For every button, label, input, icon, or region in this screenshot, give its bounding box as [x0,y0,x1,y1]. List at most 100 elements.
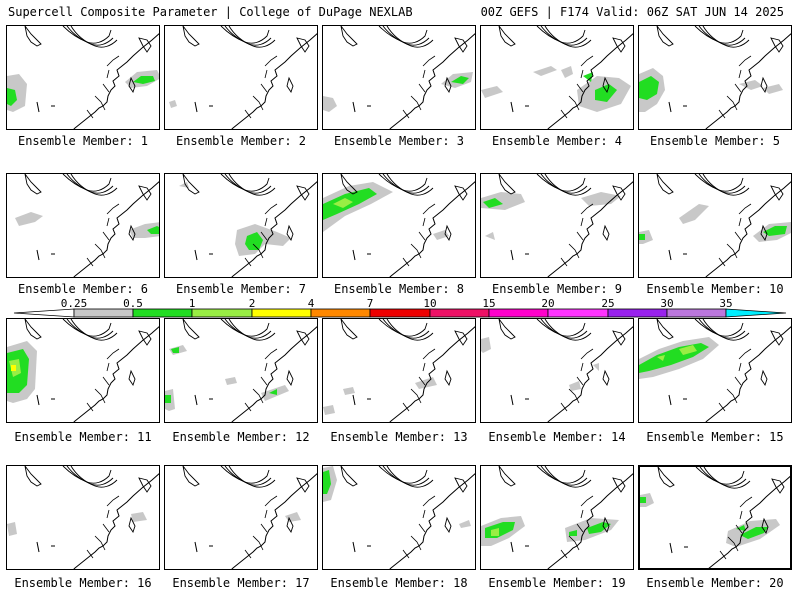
ensemble-member-20-map[interactable] [638,465,792,570]
lake-outline [657,467,675,488]
ensemble-member-label: Ensemble Member: 3 [333,134,465,148]
ensemble-member-1-map[interactable] [6,25,160,130]
lake-outline [444,224,452,242]
lake-outline [602,516,610,534]
lake-outline [220,174,270,192]
lake-outline [536,26,586,44]
inland-feature [669,542,688,554]
ensemble-member-18-map[interactable] [322,465,476,570]
scp-contour-green [483,198,503,208]
ensemble-member-17-map[interactable] [164,465,318,570]
ensemble-member-16-map[interactable] [6,465,160,570]
ensemble-member-label: Ensemble Member: 10 [646,282,784,296]
ensemble-member-19-map[interactable] [480,465,634,570]
state-border [560,535,580,559]
lake-outline [340,174,358,195]
coastline [73,473,159,569]
lake-outline [694,174,744,192]
lake-outline [698,319,746,339]
scp-contour-light-green [491,528,499,536]
lake-outline [286,76,294,94]
state-border [86,95,106,119]
coastline [231,473,317,569]
scp-contour-green [133,76,155,84]
ensemble-member-2-map[interactable] [164,25,318,130]
colorbar-min-arrow [13,308,75,318]
ensemble-member-6-map[interactable] [6,173,160,278]
ensemble-member-label: Ensemble Member: 8 [333,282,465,296]
ensemble-member-9-map[interactable] [480,173,634,278]
lake-outline [612,477,626,493]
ensemble-member-3-map[interactable] [322,25,476,130]
coastline [389,181,475,277]
coastline [705,181,791,277]
coastline [231,33,317,129]
scp-contour-gray [569,381,581,391]
scp-contour-gray [561,66,573,78]
colorbar-segment [369,308,431,318]
colorbar-segment [666,308,727,318]
state-border [102,348,120,386]
lake-outline [24,26,42,47]
lake-outline [296,185,310,201]
colorbar-tick-label: 35 [719,297,733,310]
scp-contour-green [269,389,277,395]
ensemble-member-5-map[interactable] [638,25,792,130]
lake-outline [138,185,152,201]
colorbar-tick-label: 30 [660,297,674,310]
lake-outline [444,369,452,387]
coastline [547,33,633,129]
scp-contour-gray [415,377,437,389]
lake-outline [695,467,745,485]
map-plot [639,26,791,129]
lake-outline [66,466,114,486]
state-border [734,348,752,386]
state-border [735,496,753,534]
ensemble-member-13-map[interactable] [322,318,476,423]
state-border [576,348,594,386]
lake-outline [220,26,270,44]
state-border [418,348,436,386]
lake-outline [220,466,270,484]
scp-contour-green [763,226,787,236]
lake-outline [761,517,769,535]
inland-feature [668,394,687,406]
lake-outline [24,319,42,340]
lake-outline [602,369,610,387]
lake-outline [378,26,428,44]
lake-outline [70,466,118,488]
state-border [734,55,752,93]
lake-outline [498,466,516,487]
scp-contour-gray [581,192,621,206]
lake-outline [760,76,768,94]
lake-outline [454,37,468,53]
ensemble-member-7-map[interactable] [164,173,318,278]
colorbar-segment [607,308,668,318]
map-plot [481,319,633,422]
lake-outline [771,478,785,494]
scp-contour-green [640,497,646,503]
state-border [402,95,422,119]
scp-contour-gray [533,66,557,76]
coastline [231,326,317,422]
lake-outline [66,174,114,194]
ensemble-member-label: Ensemble Member: 13 [330,430,468,444]
map-plot [323,174,475,277]
ensemble-member-8-map[interactable] [322,173,476,278]
scp-contour-gray [485,232,495,240]
ensemble-member-label: Ensemble Member: 15 [646,430,784,444]
lake-outline [770,37,784,53]
scp-contour-green [595,84,617,102]
ensemble-member-12-map[interactable] [164,318,318,423]
scp-contour-gray [459,520,471,528]
ensemble-member-14-map[interactable] [480,318,634,423]
ensemble-member-label: Ensemble Member: 5 [649,134,781,148]
ensemble-member-4-map[interactable] [480,25,634,130]
ensemble-member-11-map[interactable] [6,318,160,423]
coastline [73,33,159,129]
ensemble-member-10-map[interactable] [638,173,792,278]
colorbar-segment [429,308,490,318]
state-border [734,203,752,241]
ensemble-member-15-map[interactable] [638,318,792,423]
lake-outline [182,26,200,47]
